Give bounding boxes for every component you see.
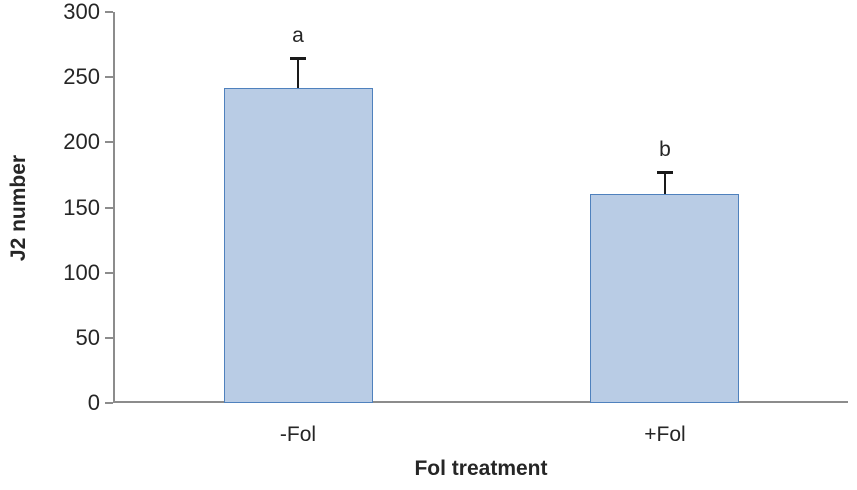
y-axis-tick — [105, 402, 113, 404]
y-axis-tick — [105, 206, 113, 209]
y-axis-title: J2 number — [0, 12, 38, 403]
y-tick-label: 0 — [87, 390, 100, 415]
y-tick-label: 50 — [75, 324, 100, 350]
y-axis-tick — [105, 76, 113, 79]
error-bar-cap — [657, 171, 673, 175]
y-tick-label: 250 — [63, 64, 100, 90]
bar — [590, 194, 739, 403]
y-tick-label: 200 — [63, 129, 100, 155]
error-bar-line — [664, 172, 666, 195]
y-tick-label: 300 — [63, 0, 100, 25]
bar — [224, 87, 373, 403]
significance-letter: a — [292, 23, 304, 47]
y-axis-tick — [105, 11, 113, 13]
x-category-label: -Fol — [279, 423, 317, 446]
y-axis-tick — [105, 336, 113, 339]
x-axis-title: Fol treatment — [414, 457, 548, 480]
y-tick-label: 150 — [63, 194, 100, 220]
y-axis-tick — [105, 271, 113, 274]
error-bar-line — [297, 57, 299, 88]
y-axis-line — [113, 12, 115, 403]
y-axis-tick — [105, 141, 113, 144]
error-bar-cap — [290, 56, 306, 60]
x-axis-line — [113, 401, 848, 403]
x-category-label: +Fol — [644, 423, 686, 446]
y-tick-label: 100 — [63, 259, 100, 285]
significance-letter: b — [659, 138, 671, 162]
y-axis-title-text: J2 number — [7, 154, 31, 261]
